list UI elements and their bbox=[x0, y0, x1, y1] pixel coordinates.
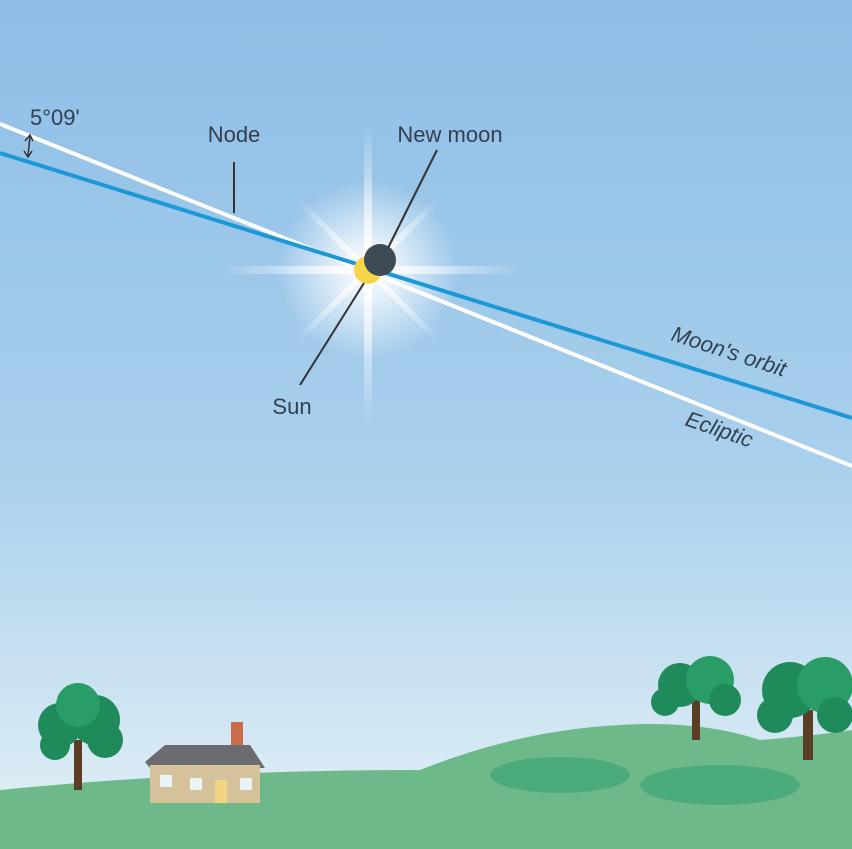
angle-label: 5°09' bbox=[30, 105, 80, 130]
hill-shade bbox=[640, 765, 800, 805]
page: 5°09' Node New moon Sun Moon's orbit Ecl… bbox=[0, 0, 852, 849]
node-label: Node bbox=[208, 122, 261, 147]
hill-shade bbox=[490, 757, 630, 793]
new-moon-label: New moon bbox=[397, 122, 502, 147]
new-moon bbox=[364, 244, 396, 276]
sun-label: Sun bbox=[272, 394, 311, 419]
diagram: 5°09' Node New moon Sun Moon's orbit Ecl… bbox=[0, 0, 852, 849]
